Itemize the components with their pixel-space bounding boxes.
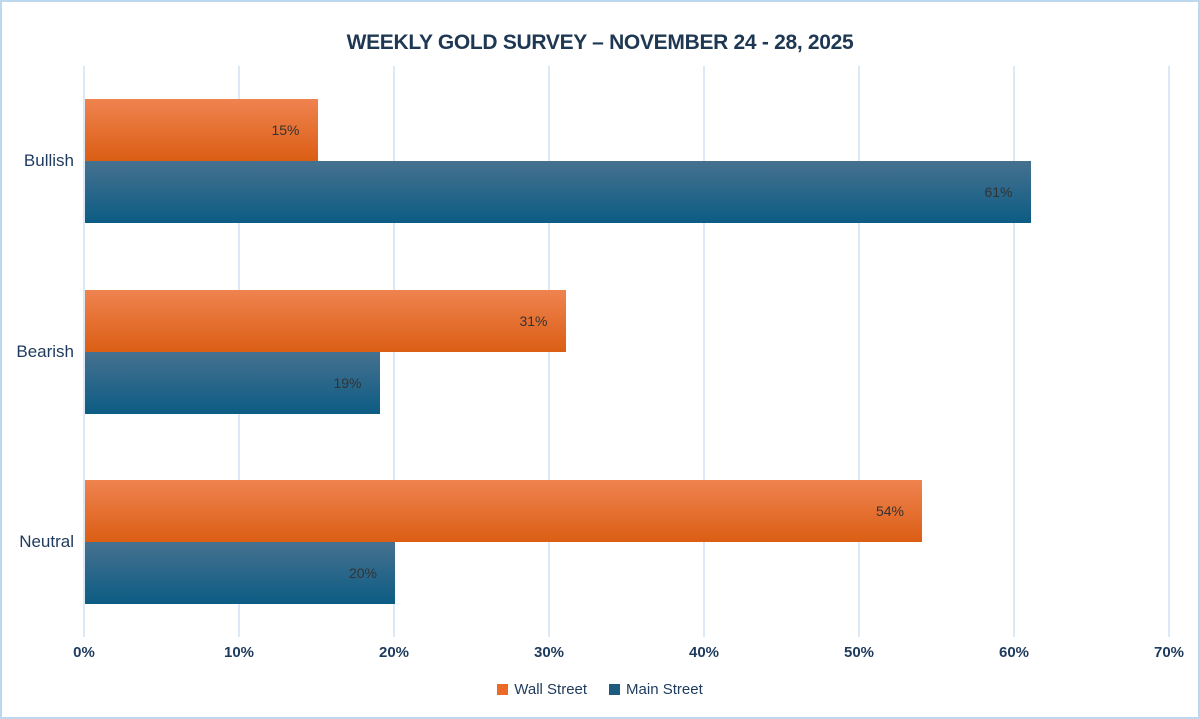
gridline-50% <box>858 66 860 637</box>
legend-item-main-street: Main Street <box>609 681 703 698</box>
category-label-neutral: Neutral <box>19 531 74 551</box>
gridline-20% <box>393 66 395 637</box>
x-tick-label-70%: 70% <box>1153 644 1185 661</box>
gridline-30% <box>548 66 550 637</box>
plot-area: 15% 61% 31% 19% 54% 20% <box>83 66 1170 637</box>
bar-wall-street-bullish: 15% <box>85 99 318 162</box>
chart-title: WEEKLY GOLD SURVEY – NOVEMBER 24 - 28, 2… <box>346 31 854 54</box>
bar-main-street-bearish: 19% <box>85 351 380 414</box>
bar-main-street-neutral: 20% <box>85 541 395 604</box>
x-tick-label-10%: 10% <box>223 644 255 661</box>
x-tick-label-60%: 60% <box>998 644 1030 661</box>
category-label-bearish: Bearish <box>16 341 74 361</box>
x-tick-label-0%: 0% <box>73 644 95 661</box>
x-tick-label-20%: 20% <box>378 644 410 661</box>
legend-swatch-icon <box>497 684 509 695</box>
bar-value-label: 15% <box>271 122 300 139</box>
legend: Wall Street Main Street <box>2 681 1198 698</box>
category-label-bullish: Bullish <box>23 151 74 171</box>
gridline-60% <box>1013 66 1015 637</box>
gridline-0% <box>83 66 85 637</box>
x-tick-label-50%: 50% <box>843 644 875 661</box>
bar-main-street-bullish: 61% <box>85 161 1031 224</box>
legend-item-wall-street: Wall Street <box>497 681 587 698</box>
x-tick-label-30%: 30% <box>533 644 565 661</box>
bar-value-label: 54% <box>875 502 904 519</box>
gridline-70% <box>1168 66 1170 637</box>
bar-value-label: 20% <box>348 564 377 581</box>
bar-wall-street-bearish: 31% <box>85 289 566 352</box>
bar-value-label: 31% <box>519 312 548 329</box>
legend-label: Wall Street <box>514 681 588 698</box>
gridline-40% <box>703 66 705 637</box>
bar-value-label: 19% <box>333 374 362 391</box>
legend-swatch-icon <box>609 684 621 695</box>
legend-label: Main Street <box>626 681 703 698</box>
bar-value-label: 61% <box>984 184 1013 201</box>
x-tick-label-40%: 40% <box>688 644 720 661</box>
bar-wall-street-neutral: 54% <box>85 479 922 542</box>
